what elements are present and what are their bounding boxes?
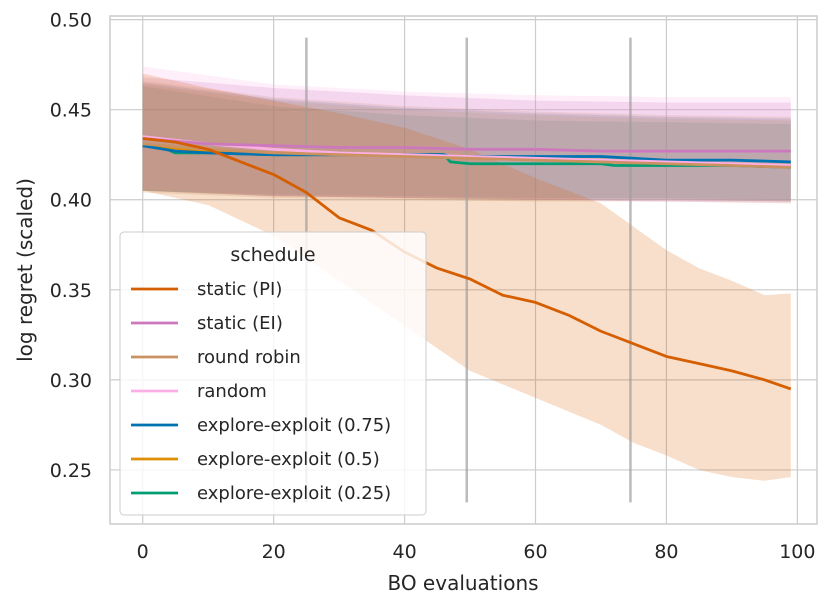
legend-entry-label: random [197, 381, 267, 402]
y-axis-ticks: 0.25 0.30 0.35 0.40 0.45 0.50 [50, 10, 92, 482]
legend-entry-label: explore-exploit (0.75) [197, 415, 391, 436]
x-tick-label: 40 [392, 541, 416, 563]
series-line [142, 135, 791, 167]
y-tick-label: 0.50 [50, 10, 92, 32]
y-tick-label: 0.40 [50, 190, 92, 212]
legend-items: static (PI) static (EI) round robin random e… [131, 279, 391, 504]
x-axis-label: BO evaluations [387, 571, 538, 595]
x-tick-label: 60 [523, 541, 547, 563]
legend-title: schedule [230, 244, 315, 266]
y-tick-label: 0.30 [50, 370, 92, 392]
legend-box [119, 231, 427, 516]
series-line [142, 142, 791, 169]
x-tick-label: 100 [779, 541, 815, 563]
y-tick-label: 0.25 [50, 460, 92, 482]
legend-entry-label: round robin [197, 347, 301, 368]
y-tick-label: 0.45 [50, 100, 92, 122]
legend-entry-label: explore-exploit (0.5) [197, 449, 380, 470]
series-lines [142, 135, 792, 391]
x-axis-ticks: 0 20 40 60 80 100 [137, 541, 816, 563]
x-tick-label: 20 [262, 541, 286, 563]
series-line [142, 137, 792, 391]
y-axis-label: log regret (scaled) [13, 178, 37, 362]
legend-entry-label: static (EI) [197, 313, 283, 334]
legend: schedule static (PI) static (EI) round rob… [119, 231, 427, 516]
y-tick-label: 0.35 [50, 280, 92, 302]
legend-entry-label: static (PI) [197, 279, 282, 300]
x-tick-label: 0 [137, 541, 149, 563]
series-line [142, 137, 791, 153]
legend-entry-label: explore-exploit (0.25) [197, 483, 391, 504]
x-tick-label: 80 [654, 541, 678, 563]
